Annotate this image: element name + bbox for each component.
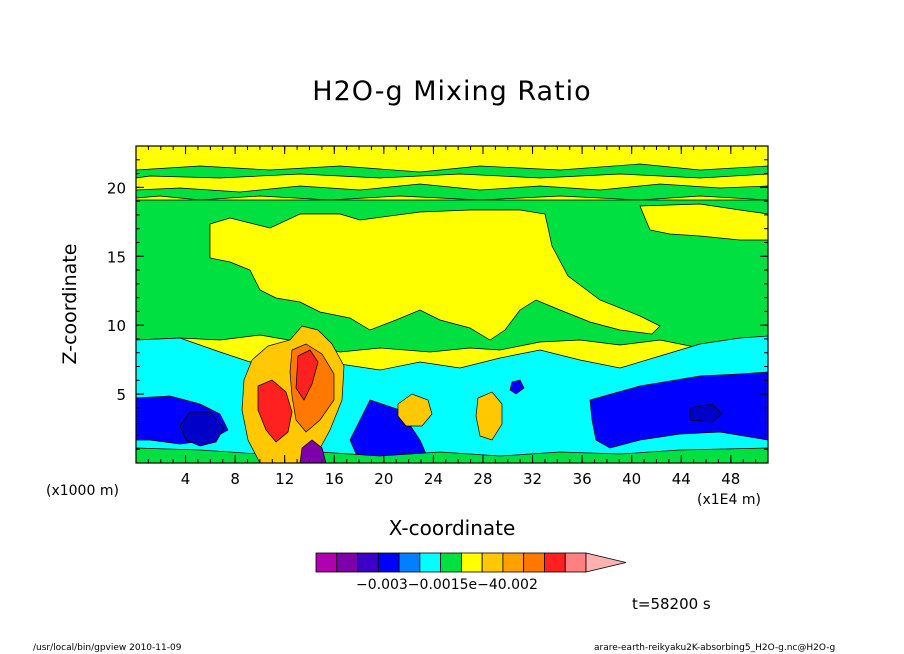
x-tick-label: 12 <box>275 470 294 488</box>
contour-fill <box>136 146 768 463</box>
colorbar-segment <box>419 552 442 573</box>
y-tick-label: 20 <box>107 179 126 197</box>
colorbar-arrow <box>585 552 627 573</box>
y-axis-ticks: 5 10 15 20 <box>107 159 768 450</box>
colorbar-tick-labels: −0.003−0.0015e−40.002 <box>356 577 538 593</box>
colorbar-segment <box>502 552 525 573</box>
chart-title: H2O-g Mixing Ratio <box>312 76 592 107</box>
colorbar-segment <box>357 552 379 573</box>
contour-region-red-core-left <box>257 379 293 443</box>
x-tick-label: 40 <box>622 470 641 488</box>
x-tick-label: 36 <box>573 470 592 488</box>
contour-region-red-core-right <box>295 349 319 401</box>
x-tick-label: 44 <box>672 470 691 488</box>
x-tick-label: 4 <box>181 470 191 488</box>
contour-region-green-topstrip <box>136 163 768 179</box>
contour-region-green-top <box>136 183 768 201</box>
contour-region-yellow-cell-24 <box>397 393 433 427</box>
y-tick-label: 15 <box>107 248 126 266</box>
time-label: t=58200 s <box>632 595 711 613</box>
contour-region-blue-inner <box>179 403 723 447</box>
x-tick-label: 16 <box>325 470 344 488</box>
footer-command: /usr/local/bin/gpview 2010-11-09 <box>33 643 182 653</box>
contour-region-yellow-right <box>639 203 768 241</box>
x-tick-label: 28 <box>473 470 492 488</box>
y-tick-label: 10 <box>107 317 126 335</box>
x-axis-label: X-coordinate <box>388 516 516 540</box>
x-unit-right: (x1E4 m) <box>697 492 761 508</box>
colorbar-segment <box>481 552 504 573</box>
x-tick-label: 8 <box>230 470 240 488</box>
x-axis-ticks: 4 8 12 16 20 24 28 32 36 40 44 48 <box>147 146 757 488</box>
colorbar-segment <box>440 552 462 573</box>
colorbar-segment <box>377 552 400 573</box>
colorbar-segment <box>564 552 587 573</box>
x-tick-label: 24 <box>424 470 443 488</box>
colorbar-segment <box>460 552 483 573</box>
colorbar-segment <box>336 552 358 573</box>
colorbar-segment <box>315 552 338 573</box>
contour-region-yellow-cell-28 <box>475 391 503 441</box>
x-unit-left: (x1000 m) <box>46 483 119 499</box>
footer-source: arare-earth-reikyaku2K-absorbing5_H2O-g.… <box>594 643 836 653</box>
contour-region-blue-spot <box>509 379 525 395</box>
contour-region-yellow-bulge <box>209 209 661 341</box>
y-tick-label: 5 <box>116 386 126 404</box>
plot-frame <box>135 145 769 464</box>
colorbar <box>315 552 627 573</box>
x-tick-label: 20 <box>374 470 393 488</box>
contour-region-purple-base <box>299 439 327 463</box>
colorbar-segment <box>544 552 566 573</box>
colorbar-segment <box>523 552 545 573</box>
x-tick-label: 32 <box>523 470 542 488</box>
x-tick-label: 48 <box>721 470 740 488</box>
colorbar-segment <box>398 552 421 573</box>
